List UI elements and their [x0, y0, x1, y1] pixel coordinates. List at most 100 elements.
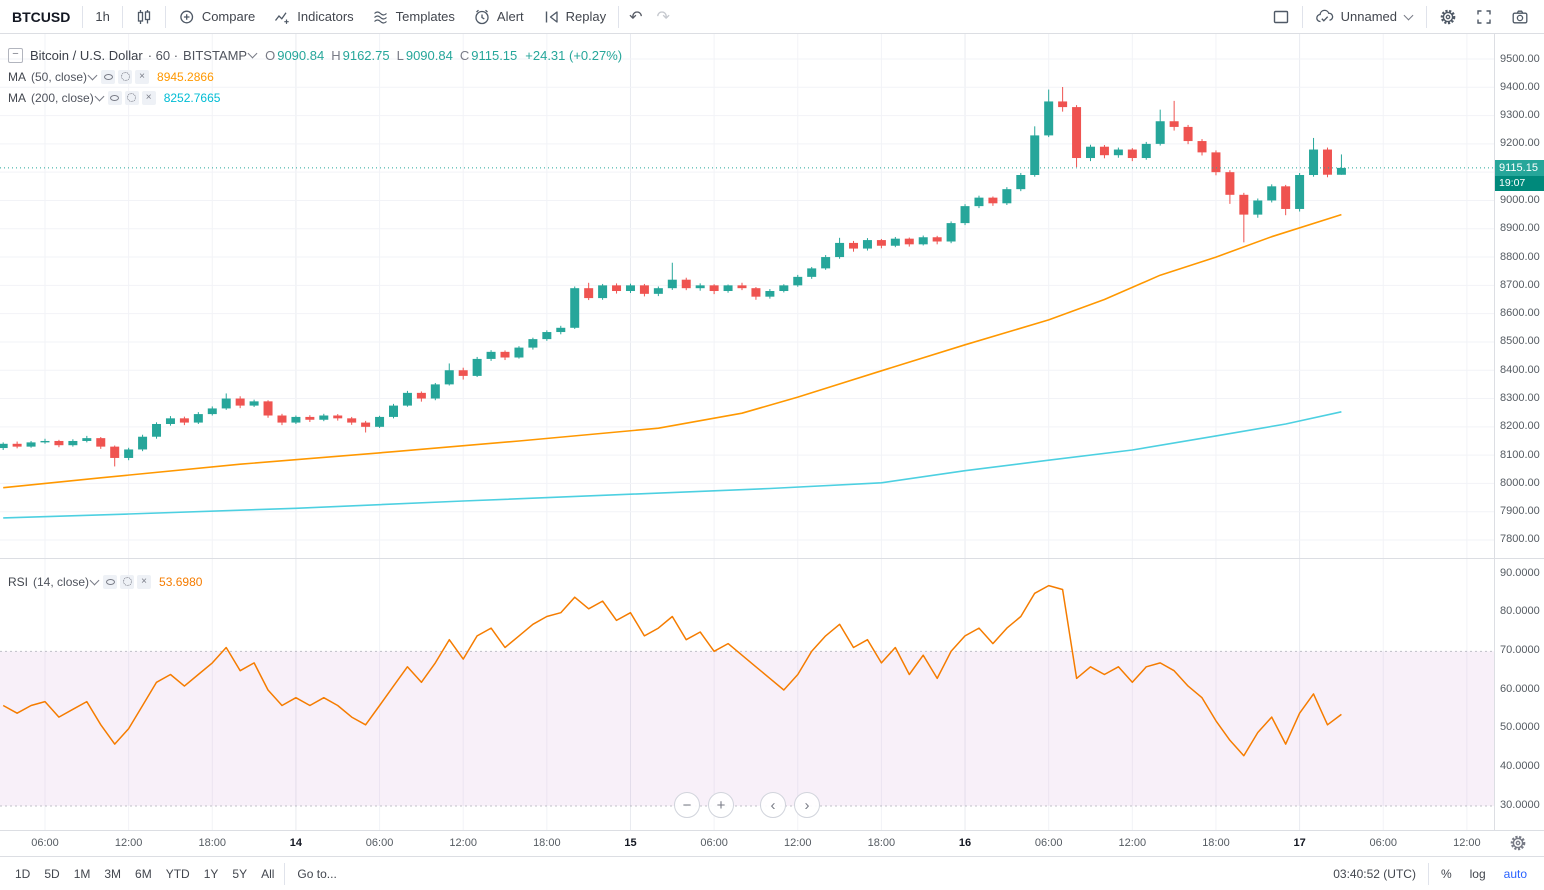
zoom-out-button[interactable]: −	[674, 792, 700, 818]
undo-icon[interactable]: ↶	[622, 7, 649, 27]
settings-button[interactable]	[1430, 0, 1466, 34]
rsi-label[interactable]: RSI	[8, 574, 29, 589]
fullscreen-icon	[1475, 8, 1493, 26]
price-axis-tick: 8900.00	[1500, 222, 1540, 235]
price-axis-tick: 8600.00	[1500, 307, 1540, 320]
time-axis[interactable]: 06:00 12:00 18:00 14 06:00 12:00 18:00 15 06:00 1…	[0, 830, 1544, 856]
compare-label: Compare	[201, 9, 256, 24]
main-chart-pane[interactable]: Bitcoin / U.S. Dollar · 60 · BITSTAMP O …	[0, 34, 1494, 558]
ma200-legend-row: MA (200, close) × 8252.7665	[8, 87, 622, 108]
zoom-in-button[interactable]: +	[708, 792, 734, 818]
remove-indicator-icon[interactable]: ×	[135, 69, 150, 84]
toolbar-separator	[121, 5, 123, 28]
clock-utc-button[interactable]: 03:40:52 (UTC)	[1324, 857, 1425, 890]
range-button-ytd[interactable]: YTD	[165, 866, 190, 881]
alert-button[interactable]: Alert	[464, 0, 533, 34]
scroll-left-button[interactable]: ‹	[760, 792, 786, 818]
range-button-all[interactable]: All	[261, 866, 275, 881]
price-axis-tick: 8300.00	[1500, 392, 1540, 405]
chevron-down-icon[interactable]	[247, 48, 258, 59]
price-axis-tick: 7900.00	[1500, 505, 1540, 518]
candlestick-style-icon	[135, 8, 153, 26]
price-axis-tick: 9300.00	[1500, 109, 1540, 122]
compare-button[interactable]: Compare	[169, 0, 264, 34]
remove-indicator-icon[interactable]: ×	[137, 574, 152, 589]
rsi-pane[interactable]: RSI (14, close) × 53.6980 − + ‹ ›	[0, 558, 1494, 831]
main-chart-canvas[interactable]	[0, 34, 1494, 558]
range-button-3m[interactable]: 3M	[104, 866, 122, 881]
price-axis[interactable]: 9115.15 19:07 9500.00 9400.00 9300.00 9200.…	[1494, 34, 1544, 830]
symbol-description[interactable]: Bitcoin / U.S. Dollar	[30, 47, 143, 63]
bar-countdown-label: 19:07	[1495, 175, 1544, 191]
price-axis-tick: 9000.00	[1500, 193, 1540, 206]
chart-style-button[interactable]	[126, 0, 162, 34]
price-change: +24.31 (+0.27%)	[525, 47, 623, 63]
time-axis-label: 14	[289, 837, 303, 849]
chevron-down-icon[interactable]	[87, 70, 98, 80]
ma200-label[interactable]: MA	[8, 90, 26, 105]
auto-scale-button[interactable]: auto	[1495, 857, 1536, 890]
gear-icon	[1439, 8, 1457, 26]
save-layout-button[interactable]: Unnamed	[1306, 0, 1423, 34]
indicators-button[interactable]: Indicators	[264, 0, 362, 34]
remove-indicator-icon[interactable]: ×	[141, 90, 156, 105]
alert-clock-icon	[473, 8, 491, 26]
toolbar-separator	[82, 5, 84, 28]
redo-icon[interactable]: ↷	[650, 7, 677, 27]
interval-button[interactable]: 1h	[86, 0, 118, 34]
axis-settings-gear-icon[interactable]	[1509, 834, 1527, 855]
indicator-settings-icon[interactable]	[118, 69, 133, 84]
toolbar-separator	[618, 5, 620, 28]
indicator-settings-icon[interactable]	[124, 90, 139, 105]
chart-navigation: − + ‹ ›	[674, 792, 820, 818]
visibility-eye-icon[interactable]	[103, 574, 118, 589]
range-button-6m[interactable]: 6M	[135, 866, 152, 881]
ma50-legend-row: MA (50, close) × 8945.2866	[8, 66, 622, 87]
rsi-chart-canvas[interactable]	[0, 559, 1494, 831]
templates-button[interactable]: Templates	[363, 0, 464, 34]
percent-scale-button[interactable]: %	[1432, 857, 1461, 890]
snapshot-button[interactable]	[1502, 0, 1538, 34]
pane-divider[interactable]	[1494, 558, 1544, 559]
scroll-right-button[interactable]: ›	[794, 792, 820, 818]
date-range-buttons: 1D 5D 1M 3M 6M YTD 1Y 5Y All	[8, 857, 281, 890]
log-scale-button[interactable]: log	[1461, 857, 1495, 890]
range-button-5d[interactable]: 5D	[44, 866, 60, 881]
layout-name-label: Unnamed	[1340, 9, 1397, 24]
layout-select-button[interactable]	[1263, 0, 1299, 34]
collapse-pane-icon[interactable]	[8, 47, 23, 63]
fullscreen-button[interactable]	[1466, 0, 1502, 34]
range-button-1m[interactable]: 1M	[73, 866, 91, 881]
low-value: 9090.84	[405, 47, 453, 63]
rsi-axis-tick: 40.0000	[1500, 759, 1540, 772]
price-axis-tick: 8800.00	[1500, 250, 1540, 263]
time-axis-label: 18:00	[1202, 837, 1230, 849]
time-axis-label: 12:00	[1118, 837, 1147, 849]
time-axis-label: 06:00	[31, 837, 59, 849]
visibility-eye-icon[interactable]	[107, 90, 122, 105]
range-button-1d[interactable]: 1D	[15, 866, 31, 881]
price-axis-tick: 9500.00	[1500, 52, 1540, 65]
goto-date-button[interactable]: Go to...	[288, 857, 345, 890]
symbol-button[interactable]: BTCUSD	[6, 0, 79, 34]
chevron-down-icon[interactable]	[94, 91, 105, 101]
toolbar-separator	[1426, 5, 1427, 28]
price-axis-tick: 8400.00	[1500, 363, 1540, 376]
time-axis-label: 12:00	[783, 837, 812, 849]
toolbar-separator	[1427, 862, 1429, 885]
rsi-legend-row: RSI (14, close) × 53.6980	[8, 571, 202, 592]
time-axis-label: 18:00	[533, 837, 561, 849]
indicator-settings-icon[interactable]	[120, 574, 135, 589]
top-toolbar: BTCUSD 1h Compare Indicators Templat	[0, 0, 1544, 34]
cloud-save-icon	[1315, 8, 1335, 26]
replay-button[interactable]: Replay	[533, 0, 615, 34]
range-button-1y[interactable]: 1Y	[203, 866, 219, 881]
price-axis-tick: 8100.00	[1500, 448, 1540, 461]
low-label: L	[396, 47, 404, 63]
chevron-down-icon[interactable]	[89, 575, 100, 585]
range-button-5y[interactable]: 5Y	[232, 866, 248, 881]
ma50-label[interactable]: MA	[8, 69, 26, 84]
close-label: C	[459, 47, 470, 63]
visibility-eye-icon[interactable]	[101, 69, 116, 84]
